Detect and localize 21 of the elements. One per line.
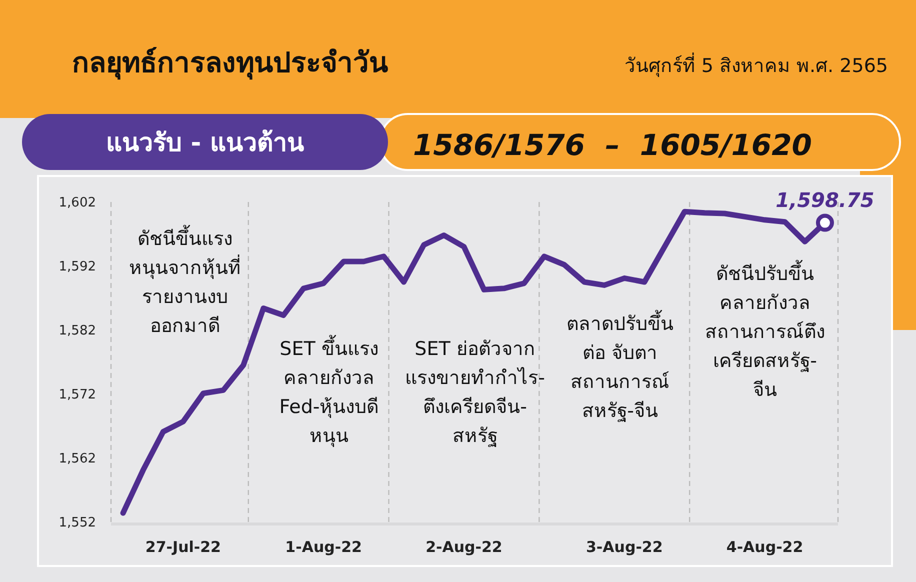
annotation: SET ย่อตัวจาก แรงขายทำกำไร- ตึงเครียดจีน- สหรัฐ [405, 338, 545, 447]
annotation: ดัชนีขึ้นแรง หนุนจากหุ้นที่ รายงานงบ ออกมาดี [129, 225, 241, 337]
x-tick-label: 4-Aug-22 [726, 538, 804, 556]
y-tick-label: 1,552 [58, 516, 96, 531]
y-tick-label: 1,592 [58, 260, 96, 275]
y-tick-label: 1,582 [58, 324, 96, 339]
x-tick-label: 2-Aug-22 [426, 538, 502, 556]
chart-title: กลยุทธ์การลงทุนประจำวัน [72, 46, 388, 80]
text: 1586/1576 – 1605/1620 [413, 128, 812, 162]
annotation: ตลาดปรับขึ้น ต่อ จับตา สถานการณ์ สหรัฐ-จีน [566, 310, 674, 422]
data-label: 1,598.75 [776, 188, 874, 212]
y-tick-label: 1,562 [58, 452, 96, 467]
chart-subtitle: วันศุกร์ที่ 5 สิงหาคม พ.ศ. 2565 [624, 52, 888, 78]
y-tick-label: 1,602 [58, 196, 96, 211]
x-tick-label: 1-Aug-22 [285, 538, 362, 556]
y-tick-label: 1,572 [58, 388, 96, 403]
annotation: ดัชนีปรับขึ้น คลายกังวล สถานการณ์ตึง เครียดสหรัฐ- จีน [705, 260, 825, 401]
text: แนวรับ - แนวต้าน [106, 128, 304, 157]
x-tick-label: 3-Aug-22 [586, 538, 663, 556]
x-tick-label: 27-Jul-22 [145, 538, 222, 556]
annotation: SET ขึ้นแรง คลายกังวล Fed-หุ้นงบดี หนุน [279, 335, 379, 448]
